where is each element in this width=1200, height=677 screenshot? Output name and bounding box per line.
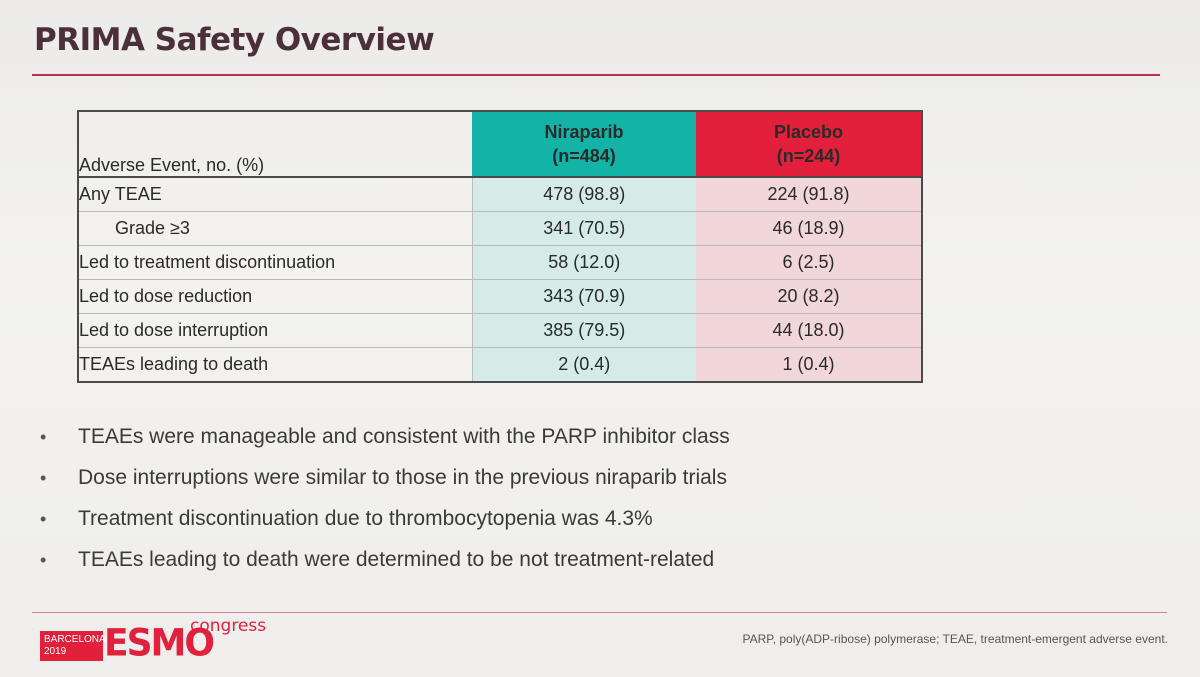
niraparib-value: 478 (98.8) [471,177,696,212]
bullet-text: TEAEs were manageable and consistent wit… [78,425,730,448]
placebo-value: 46 (18.9) [696,211,922,246]
table-row: Any TEAE 478 (98.8) 224 (91.8) [78,177,922,212]
niraparib-value: 2 (0.4) [471,347,696,383]
header-placebo: Placebo (n=244) [696,111,922,178]
bullet-item: • Dose interruptions were similar to tho… [40,463,730,504]
niraparib-value: 385 (79.5) [471,313,696,348]
bullet-icon: • [40,427,47,447]
footer-divider [32,612,1167,613]
niraparib-value: 341 (70.5) [471,211,696,246]
placebo-value: 224 (91.8) [696,177,922,212]
header-niraparib: Niraparib (n=484) [472,111,696,178]
bullet-icon: • [40,509,47,529]
bullet-icon: • [40,550,47,570]
bullet-item: • TEAEs leading to death were determined… [40,545,730,586]
title-divider [32,74,1160,76]
placebo-value: 1 (0.4) [696,347,922,383]
table-header-row: Adverse Event, no. (%) Niraparib (n=484)… [78,111,922,178]
bullet-list: • TEAEs were manageable and consistent w… [40,422,730,586]
safety-table: Adverse Event, no. (%) Niraparib (n=484)… [77,110,923,383]
page-title: PRIMA Safety Overview [34,22,435,58]
bullet-text: Dose interruptions were similar to those… [78,466,727,489]
logo-city: BARCELONA [44,634,106,645]
header-placebo-name: Placebo [773,122,844,142]
logo-year: 2019 [44,646,67,657]
row-label: Grade ≥3 [78,211,472,246]
bullet-icon: • [40,468,47,488]
header-placebo-n: (n=244) [776,146,841,166]
table-row: Led to treatment discontinuation 58 (12.… [78,245,922,280]
row-label: Led to dose interruption [78,313,472,348]
row-label: Led to treatment discontinuation [78,245,472,280]
table-row: TEAEs leading to death 2 (0.4) 1 (0.4) [78,347,922,383]
niraparib-value: 343 (70.9) [471,279,696,314]
placebo-value: 20 (8.2) [696,279,922,314]
header-niraparib-n: (n=484) [552,146,616,166]
bullet-text: TEAEs leading to death were determined t… [78,548,715,571]
table-row: Led to dose reduction 343 (70.9) 20 (8.2… [78,279,922,314]
logo-brand: ESMO [104,621,215,665]
table-row: Led to dose interruption 385 (79.5) 44 (… [78,313,922,348]
row-label: Any TEAE [78,177,472,212]
logo-suffix: congress [190,616,267,636]
table-row: Grade ≥3 341 (70.5) 46 (18.9) [78,211,922,246]
bullet-item: • Treatment discontinuation due to throm… [40,504,730,545]
bullet-text: Treatment discontinuation due to thrombo… [78,507,653,530]
esmo-congress-logo: BARCELONA 2019 ESMO congress [40,616,270,666]
row-label: Led to dose reduction [78,279,472,314]
header-niraparib-name: Niraparib [544,122,624,142]
row-label: TEAEs leading to death [78,347,472,383]
logo-location-badge: BARCELONA 2019 [40,631,106,661]
footnote: PARP, poly(ADP-ribose) polymerase; TEAE,… [742,632,1168,646]
placebo-value: 6 (2.5) [696,245,922,280]
placebo-value: 44 (18.0) [696,313,922,348]
bullet-item: • TEAEs were manageable and consistent w… [40,422,730,463]
niraparib-value: 58 (12.0) [471,245,696,280]
header-adverse-event: Adverse Event, no. (%) [78,111,472,178]
